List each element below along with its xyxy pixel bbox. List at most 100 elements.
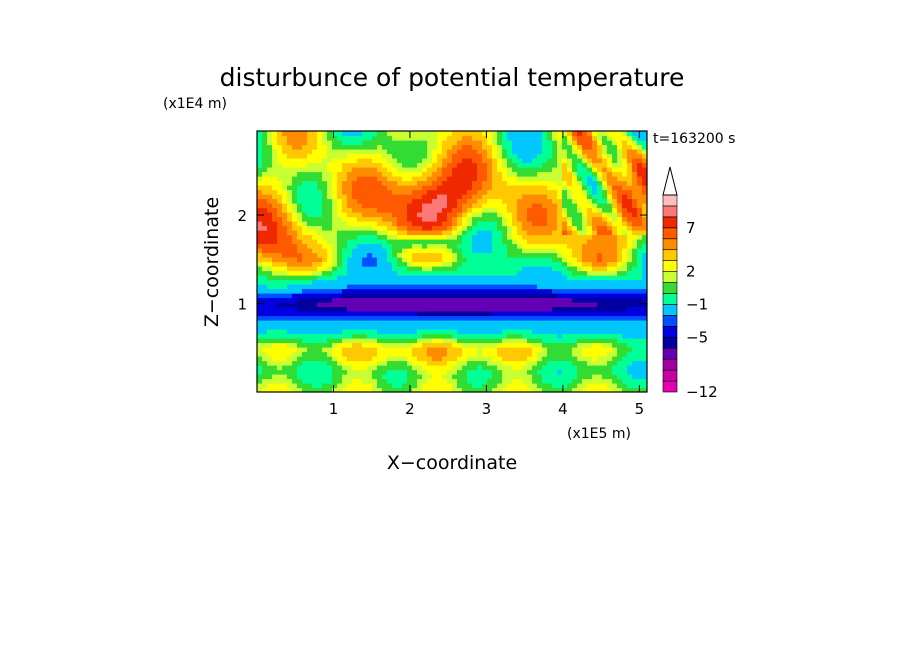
contour-cell <box>527 185 533 191</box>
contour-cell <box>372 234 378 240</box>
contour-cell <box>397 207 403 213</box>
contour-cell <box>452 270 458 276</box>
contour-cell <box>467 234 473 240</box>
contour-cell <box>337 356 343 362</box>
contour-cell <box>347 149 353 155</box>
contour-cell <box>562 383 568 389</box>
contour-cell <box>357 248 363 254</box>
contour-cell <box>622 207 628 213</box>
contour-cell <box>362 320 368 326</box>
contour-cell <box>417 378 423 384</box>
contour-cell <box>582 257 588 263</box>
contour-cell <box>332 270 338 276</box>
contour-cell <box>527 288 533 294</box>
contour-cell <box>287 257 293 263</box>
contour-cell <box>317 306 323 312</box>
contour-cell <box>272 230 278 236</box>
contour-cell <box>382 347 388 353</box>
contour-cell <box>262 279 268 285</box>
contour-cell <box>577 279 583 285</box>
contour-cell <box>602 347 608 353</box>
colorbar-label: −12 <box>686 383 718 401</box>
contour-cell <box>472 378 478 384</box>
contour-cell <box>317 176 323 182</box>
contour-cell <box>522 311 528 317</box>
contour-cell <box>457 365 463 371</box>
contour-cell <box>372 171 378 177</box>
contour-cell <box>522 221 528 227</box>
contour-cell <box>427 185 433 191</box>
contour-cell <box>592 347 598 353</box>
contour-cell <box>547 374 553 380</box>
contour-cell <box>282 315 288 321</box>
contour-cell <box>287 320 293 326</box>
contour-cell <box>547 365 553 371</box>
contour-cell <box>602 293 608 299</box>
contour-cell <box>617 284 623 290</box>
contour-cell <box>267 374 273 380</box>
contour-cell <box>352 356 358 362</box>
contour-cell <box>427 158 433 164</box>
contour-cell <box>417 261 423 267</box>
contour-cell <box>547 135 553 141</box>
contour-cell <box>452 297 458 303</box>
contour-cell <box>312 369 318 375</box>
contour-cell <box>537 284 543 290</box>
contour-cell <box>287 198 293 204</box>
contour-cell <box>392 279 398 285</box>
contour-cell <box>372 230 378 236</box>
contour-cell <box>497 302 503 308</box>
contour-cell <box>257 284 263 290</box>
contour-cell <box>617 257 623 263</box>
contour-cell <box>502 230 508 236</box>
contour-cell <box>517 180 523 186</box>
contour-cell <box>357 180 363 186</box>
contour-cell <box>287 185 293 191</box>
contour-cell <box>297 288 303 294</box>
contour-cell <box>522 324 528 330</box>
contour-cell <box>562 374 568 380</box>
contour-cell <box>427 207 433 213</box>
contour-cell <box>357 225 363 231</box>
contour-cell <box>397 149 403 155</box>
contour-cell <box>287 324 293 330</box>
contour-cell <box>537 149 543 155</box>
contour-cell <box>567 221 573 227</box>
contour-cell <box>272 212 278 218</box>
contour-cell <box>397 198 403 204</box>
contour-cell <box>452 342 458 348</box>
contour-cell <box>497 356 503 362</box>
contour-cell <box>502 153 508 159</box>
contour-cell <box>477 279 483 285</box>
contour-cell <box>407 297 413 303</box>
contour-cell <box>497 144 503 150</box>
contour-cell <box>502 333 508 339</box>
contour-cell <box>602 266 608 272</box>
contour-cell <box>342 135 348 141</box>
contour-cell <box>327 311 333 317</box>
contour-cell <box>267 338 273 344</box>
contour-cell <box>407 356 413 362</box>
contour-cell <box>417 243 423 249</box>
contour-cell <box>332 225 338 231</box>
contour-cell <box>587 257 593 263</box>
contour-cell <box>277 194 283 200</box>
contour-cell <box>447 212 453 218</box>
contour-cell <box>512 216 518 222</box>
contour-cell <box>377 288 383 294</box>
contour-cell <box>522 171 528 177</box>
contour-cell <box>342 234 348 240</box>
contour-cell <box>567 338 573 344</box>
contour-cell <box>512 167 518 173</box>
contour-cell <box>277 297 283 303</box>
contour-cell <box>507 212 513 218</box>
contour-cell <box>442 387 448 392</box>
contour-cell <box>437 144 443 150</box>
contour-cell <box>557 266 563 272</box>
contour-cell <box>507 306 513 312</box>
contour-cell <box>447 266 453 272</box>
contour-cell <box>502 270 508 276</box>
contour-cell <box>377 378 383 384</box>
contour-cell <box>627 144 633 150</box>
contour-cell <box>287 162 293 168</box>
